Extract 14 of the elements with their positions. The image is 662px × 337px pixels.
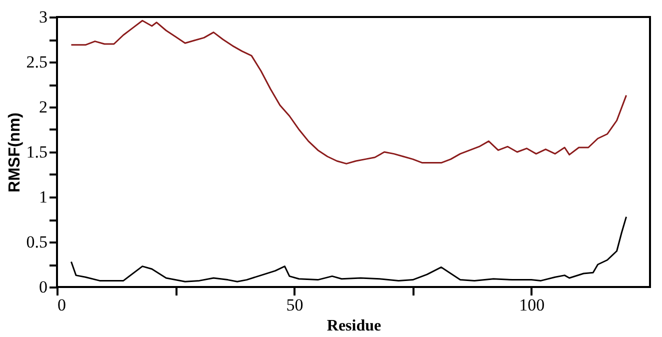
y-tick-label: 1 (39, 188, 48, 206)
y-tick-label: 3 (39, 8, 48, 26)
x-tick-label: 0 (58, 296, 66, 314)
y-tick-label: 0.5 (26, 232, 48, 252)
y-tick-label: 1.5 (26, 142, 48, 162)
y-tick-label: 2 (39, 98, 48, 116)
y-axis-title: RMSF(nm) (6, 112, 24, 192)
line-series (70, 216, 628, 282)
y-tick-label: 2.5 (26, 52, 48, 72)
y-tick-label: 0 (39, 278, 48, 296)
x-tick-label: 100 (519, 296, 545, 314)
line-series (70, 20, 628, 164)
x-axis-title: Residue (326, 318, 382, 334)
x-tick-label: 50 (286, 296, 304, 314)
